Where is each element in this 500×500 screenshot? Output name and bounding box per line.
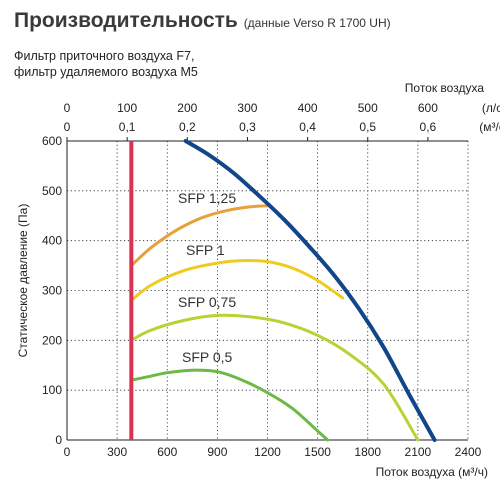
- x-tick-label: 1800: [354, 445, 381, 459]
- y-axis-label: Статическое давление (Па): [16, 204, 30, 358]
- sfp-curve-2: [129, 313, 420, 442]
- top-axis-m3s-tick-label: 0,2: [179, 120, 196, 134]
- sfp-curve-label: SFP 1,25: [178, 190, 236, 206]
- sfp-curve-1: [129, 259, 345, 302]
- sfp-curve-0: [129, 204, 269, 268]
- top-axis-ls-tick-label: 500: [358, 101, 378, 115]
- y-tick-label: 500: [42, 184, 62, 198]
- x-tick-label: 1200: [254, 445, 281, 459]
- top-axis-m3s-tick-label: 0,5: [359, 120, 376, 134]
- x-tick-label: 300: [107, 445, 127, 459]
- x-tick-label: 900: [207, 445, 227, 459]
- x-tick-label: 2100: [405, 445, 432, 459]
- top-axis-ls-tick-label: 600: [418, 101, 438, 115]
- subtitle-line-supply-filter: Фильтр приточного воздуха F7,: [14, 49, 195, 63]
- top-axis-ls-tick-label: 0: [64, 101, 71, 115]
- top-axis-ls-tick-label: 100: [117, 101, 137, 115]
- y-tick-label: 300: [42, 284, 62, 298]
- title-note: (данные Verso R 1700 UH): [243, 16, 391, 30]
- top-axis-label: Поток воздуха: [405, 81, 485, 95]
- top-axis-ls-unit: (л/с): [482, 101, 500, 115]
- top-axis-m3s-tick-label: 0: [64, 120, 71, 134]
- top-axis-m3s-tick-label: 0,3: [239, 120, 256, 134]
- max-performance-curve: [183, 139, 437, 442]
- chart-subtitle: Фильтр приточного воздуха F7, фильтр уда…: [14, 48, 198, 80]
- y-tick-label: 600: [42, 134, 62, 148]
- sfp-curve-label: SFP 0,75: [178, 294, 236, 310]
- y-tick-label: 100: [42, 383, 62, 397]
- y-tick-label: 200: [42, 333, 62, 347]
- x-axis-label: Поток воздуха (м³/ч): [376, 465, 488, 479]
- top-axis-ls-tick-label: 400: [298, 101, 318, 115]
- sfp-curve-label: SFP 0,5: [182, 349, 233, 365]
- x-tick-label: 0: [64, 445, 71, 459]
- y-tick-label: 400: [42, 234, 62, 248]
- title-text: Производительность: [14, 9, 238, 32]
- x-tick-label: 1500: [304, 445, 331, 459]
- top-axis-m3s-unit: (м³/с): [479, 120, 500, 134]
- subtitle-line-extract-filter: фильтр удаляемого воздуха M5: [14, 65, 198, 79]
- y-tick-label: 0: [55, 433, 62, 447]
- top-axis-m3s-tick-label: 0,4: [299, 120, 316, 134]
- page-title: Производительность (данные Verso R 1700 …: [14, 9, 391, 33]
- x-tick-label: 600: [157, 445, 177, 459]
- x-tick-label: 2400: [455, 445, 482, 459]
- sfp-curve-label: SFP 1: [186, 242, 225, 258]
- sfp-curve-3: [129, 368, 330, 442]
- top-axis-m3s-tick-label: 0,6: [420, 120, 437, 134]
- top-axis-m3s-tick-label: 0,1: [119, 120, 136, 134]
- top-axis-ls-tick-label: 200: [177, 101, 197, 115]
- top-axis-ls-tick-label: 300: [237, 101, 257, 115]
